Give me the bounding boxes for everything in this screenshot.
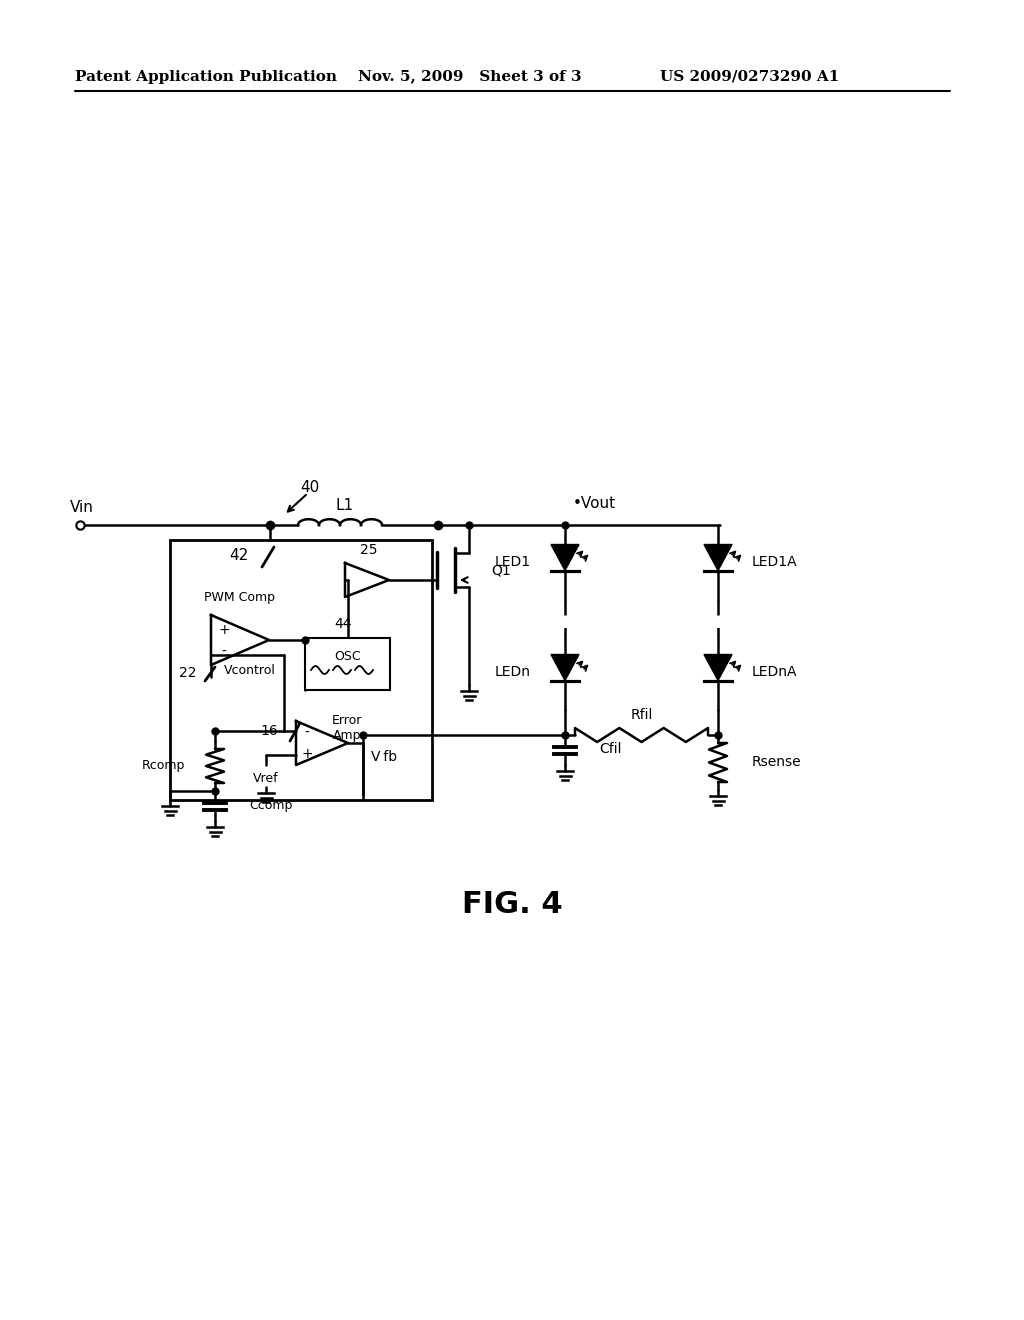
Text: 40: 40 xyxy=(300,479,319,495)
Text: Patent Application Publication: Patent Application Publication xyxy=(75,70,337,83)
Text: Ccomp: Ccomp xyxy=(249,799,293,812)
Polygon shape xyxy=(705,544,732,570)
Text: -: - xyxy=(221,645,226,659)
Text: •Vout: •Vout xyxy=(573,495,616,511)
Text: Vcontrol: Vcontrol xyxy=(224,664,275,676)
Bar xyxy=(305,638,390,690)
Polygon shape xyxy=(551,544,579,570)
Text: +: + xyxy=(301,747,312,762)
Text: Vin: Vin xyxy=(70,499,94,515)
Text: LED1: LED1 xyxy=(495,556,531,569)
Text: 25: 25 xyxy=(360,543,378,557)
Text: Rfil: Rfil xyxy=(631,708,652,722)
Text: Nov. 5, 2009   Sheet 3 of 3: Nov. 5, 2009 Sheet 3 of 3 xyxy=(358,70,582,83)
Text: Amp: Amp xyxy=(333,729,361,742)
Polygon shape xyxy=(551,655,579,681)
Text: 16: 16 xyxy=(260,723,278,738)
Text: PWM Comp: PWM Comp xyxy=(205,591,275,605)
Text: FIG. 4: FIG. 4 xyxy=(462,890,562,919)
Text: LEDnA: LEDnA xyxy=(752,665,798,680)
Text: OSC: OSC xyxy=(334,649,360,663)
Text: Error: Error xyxy=(332,714,362,727)
Text: +: + xyxy=(218,623,229,638)
Text: 42: 42 xyxy=(228,548,248,562)
Text: Q1: Q1 xyxy=(490,564,511,577)
Text: L1: L1 xyxy=(336,498,354,512)
Text: V fb: V fb xyxy=(371,750,397,764)
Text: Cfil: Cfil xyxy=(599,742,622,756)
Text: Vref: Vref xyxy=(253,772,279,785)
Text: -: - xyxy=(304,726,309,741)
Text: 22: 22 xyxy=(179,667,197,680)
Text: 44: 44 xyxy=(335,616,352,631)
Text: LED1A: LED1A xyxy=(752,556,798,569)
Text: LEDn: LEDn xyxy=(495,665,531,680)
Polygon shape xyxy=(705,655,732,681)
Bar xyxy=(170,540,432,800)
Text: Rcomp: Rcomp xyxy=(141,759,185,772)
Text: US 2009/0273290 A1: US 2009/0273290 A1 xyxy=(660,70,840,83)
Text: Rsense: Rsense xyxy=(752,755,802,770)
